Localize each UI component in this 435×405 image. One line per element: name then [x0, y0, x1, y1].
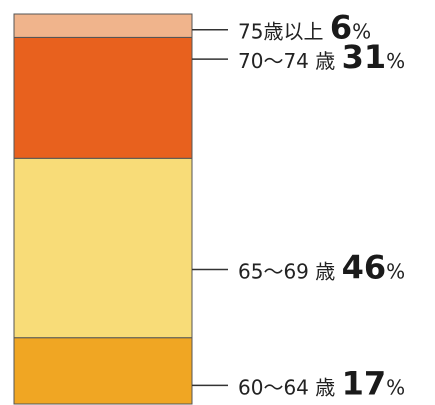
segment-value-2: 31 — [342, 38, 387, 76]
segment-value-1: 46 — [342, 249, 387, 287]
segment-category-0: 60〜64 歳 — [238, 375, 342, 399]
segment-category-1: 65〜69 歳 — [238, 260, 342, 284]
segment-label-2: 70〜74 歳 31% — [238, 38, 405, 76]
segment-category-3: 75歳以上 — [238, 20, 330, 44]
segment-unit-3: % — [352, 20, 371, 44]
segment-unit-2: % — [386, 49, 405, 73]
bar-segments — [13, 13, 193, 405]
bar-segment-0 — [13, 337, 193, 405]
bar-segment-3 — [13, 13, 193, 38]
segment-value-0: 17 — [342, 364, 387, 402]
segment-unit-1: % — [386, 260, 405, 284]
segment-category-2: 70〜74 歳 — [238, 49, 342, 73]
segment-value-3: 6 — [330, 9, 352, 47]
segment-label-0: 60〜64 歳 17% — [238, 364, 405, 402]
bar-segment-1 — [13, 157, 193, 339]
bar-segment-2 — [13, 36, 193, 159]
segment-label-1: 65〜69 歳 46% — [238, 249, 405, 287]
segment-unit-0: % — [386, 375, 405, 399]
segment-label-3: 75歳以上 6% — [238, 9, 371, 47]
segment-labels: 60〜64 歳 17%65〜69 歳 46%70〜74 歳 31%75歳以上 6… — [192, 9, 405, 402]
